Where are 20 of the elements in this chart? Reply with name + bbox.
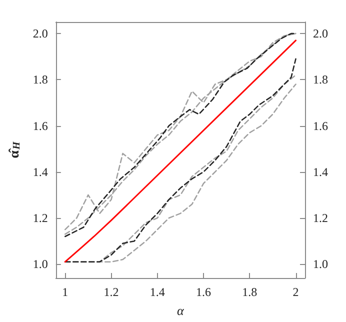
x-tick-label: 2: [292, 285, 299, 299]
y-tick-label: 1.8: [32, 72, 48, 87]
x-tick-label: 1.2: [104, 285, 119, 299]
x-tick-label: 1.4: [150, 285, 165, 299]
x-tick-label: 1.8: [242, 285, 258, 299]
y-tick-label: 1.6: [32, 118, 48, 133]
y-tick-label: 1.4: [32, 164, 48, 179]
x-axis-title: α: [177, 303, 186, 318]
y2-tick-label: 2.0: [313, 26, 328, 41]
y2-tick-label: 1.0: [313, 257, 328, 272]
y-tick-label: 1.2: [32, 211, 48, 226]
x-tick-label: 1.6: [196, 285, 212, 299]
x-tick-label: 1: [62, 285, 68, 299]
y-tick-label: 1.0: [32, 257, 48, 272]
y2-tick-label: 1.6: [313, 118, 328, 133]
y-axis-title: α̂H: [8, 140, 22, 158]
y2-tick-label: 1.8: [313, 72, 328, 87]
y-tick-label: 2.0: [32, 26, 48, 41]
y2-tick-label: 1.2: [313, 211, 328, 226]
y2-tick-label: 1.4: [313, 164, 328, 179]
